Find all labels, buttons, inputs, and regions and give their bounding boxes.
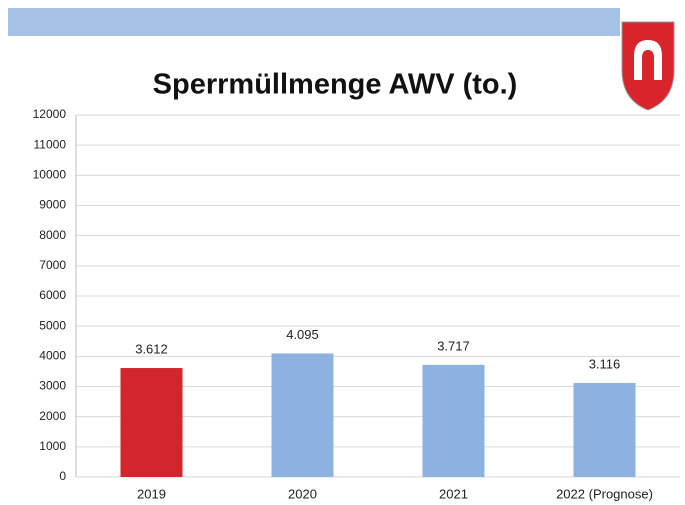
chart-title: Sperrmüllmenge AWV (to.) bbox=[153, 69, 518, 101]
y-tick-label: 4000 bbox=[39, 349, 66, 363]
bar bbox=[271, 353, 334, 477]
data-label: 3.612 bbox=[135, 341, 168, 356]
x-tick-label: 2019 bbox=[137, 486, 166, 501]
x-tick-label: 2020 bbox=[288, 486, 317, 501]
y-tick-label: 9000 bbox=[39, 198, 66, 212]
y-tick-label: 12000 bbox=[33, 107, 67, 121]
banner bbox=[8, 8, 620, 36]
bar bbox=[120, 368, 183, 477]
y-tick-label: 11000 bbox=[34, 137, 67, 151]
y-tick-label: 6000 bbox=[39, 288, 66, 302]
y-tick-label: 8000 bbox=[39, 228, 66, 242]
y-tick-label: 10000 bbox=[33, 168, 67, 182]
y-tick-label: 5000 bbox=[39, 318, 66, 332]
y-tick-label: 3000 bbox=[39, 379, 66, 393]
data-label: 3.116 bbox=[589, 356, 621, 371]
data-label: 3.717 bbox=[437, 338, 470, 353]
y-tick-label: 0 bbox=[59, 469, 66, 483]
y-tick-label: 2000 bbox=[39, 409, 66, 423]
x-tick-label: 2022 (Prognose) bbox=[556, 486, 653, 501]
y-tick-label: 7000 bbox=[39, 258, 66, 272]
x-tick-label: 2021 bbox=[439, 486, 468, 501]
bar bbox=[422, 364, 485, 477]
data-label: 4.095 bbox=[286, 327, 319, 342]
logo bbox=[621, 21, 675, 111]
bar bbox=[573, 383, 636, 477]
y-tick-label: 1000 bbox=[39, 439, 66, 453]
